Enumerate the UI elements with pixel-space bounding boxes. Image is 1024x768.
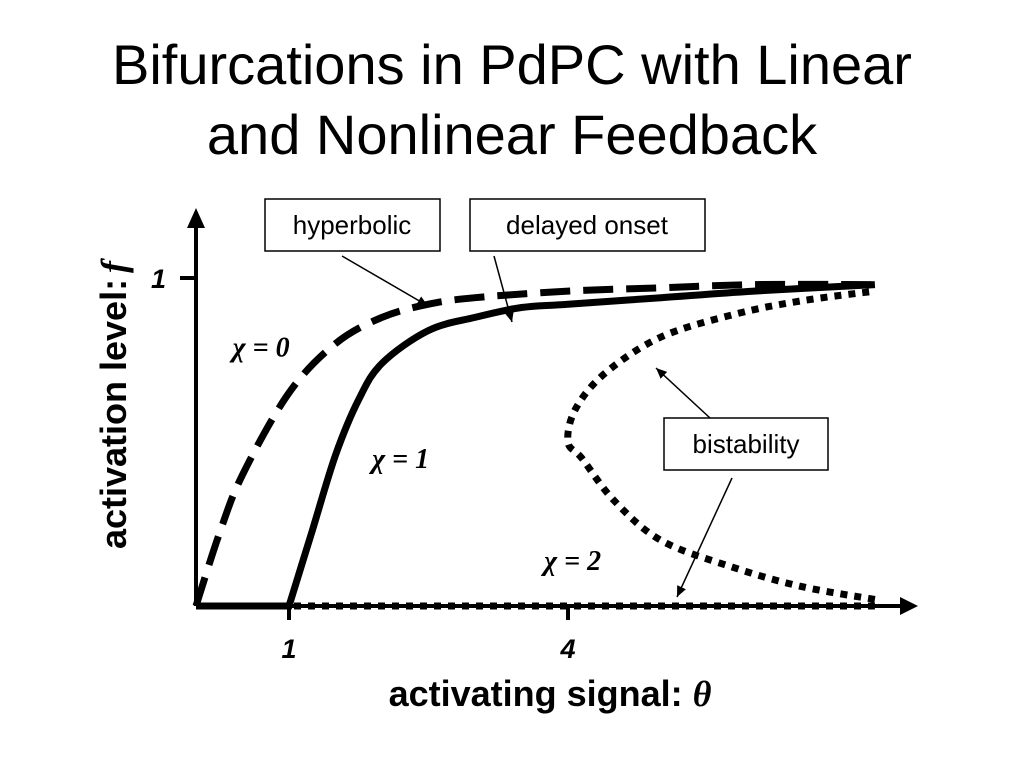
- y-axis-arrowhead: [187, 208, 205, 228]
- annotation-hyperbolic-box: [264, 198, 441, 252]
- annotation-hyperbolic: hyperbolic: [264, 198, 441, 307]
- annotation-delayed-onset-box: [469, 198, 706, 252]
- series-line-chi1: [196, 281, 876, 610]
- annotation-delayed-onset: delayed onset: [469, 198, 706, 323]
- annotation-bistability-arrow-down: [676, 477, 733, 598]
- x-axis-title-symbol: θ: [693, 674, 712, 714]
- annotation-delayed-onset-arrow: [493, 255, 514, 323]
- y-tick-label: 1: [151, 264, 166, 294]
- curve-label: χ = 0: [229, 333, 290, 364]
- series-line-chi0: [192, 280, 875, 608]
- x-axis-title: activating signal: θ: [389, 673, 712, 714]
- annotation-hyperbolic-arrow: [341, 255, 429, 307]
- slide-title: Bifurcations in PdPC with Linear and Non…: [0, 30, 1024, 170]
- annotation-hyperbolic-label: hyperbolic: [293, 210, 412, 240]
- x-tick-label: 4: [559, 634, 575, 664]
- slide-title-line-2: and Nonlinear Feedback: [206, 103, 818, 166]
- x-tick-label: 1: [281, 634, 296, 664]
- y-axis-title-symbol: f: [94, 258, 134, 273]
- annotation-bistability-box: [663, 417, 829, 471]
- curve-label: χ = 2: [540, 546, 601, 577]
- annotation-delayed-onset-label: delayed onset: [506, 210, 669, 240]
- x-axis-arrowhead: [900, 597, 918, 615]
- slide-title-line-1: Bifurcations in PdPC with Linear: [112, 33, 912, 96]
- annotation-bistability-label: bistability: [693, 429, 800, 459]
- annotation-bistability: bistability: [655, 367, 829, 598]
- x-axis-title-text: activating signal:: [389, 673, 683, 714]
- annotation-bistability-arrow-up: [655, 367, 711, 419]
- y-axis-title: activation level: f: [93, 258, 134, 549]
- curve-group: [192, 280, 876, 610]
- y-axis-title-text: activation level:: [93, 279, 134, 549]
- curve-label: χ = 1: [368, 444, 429, 475]
- curve-label-group: χ = 0 χ = 1 χ = 2: [229, 333, 602, 577]
